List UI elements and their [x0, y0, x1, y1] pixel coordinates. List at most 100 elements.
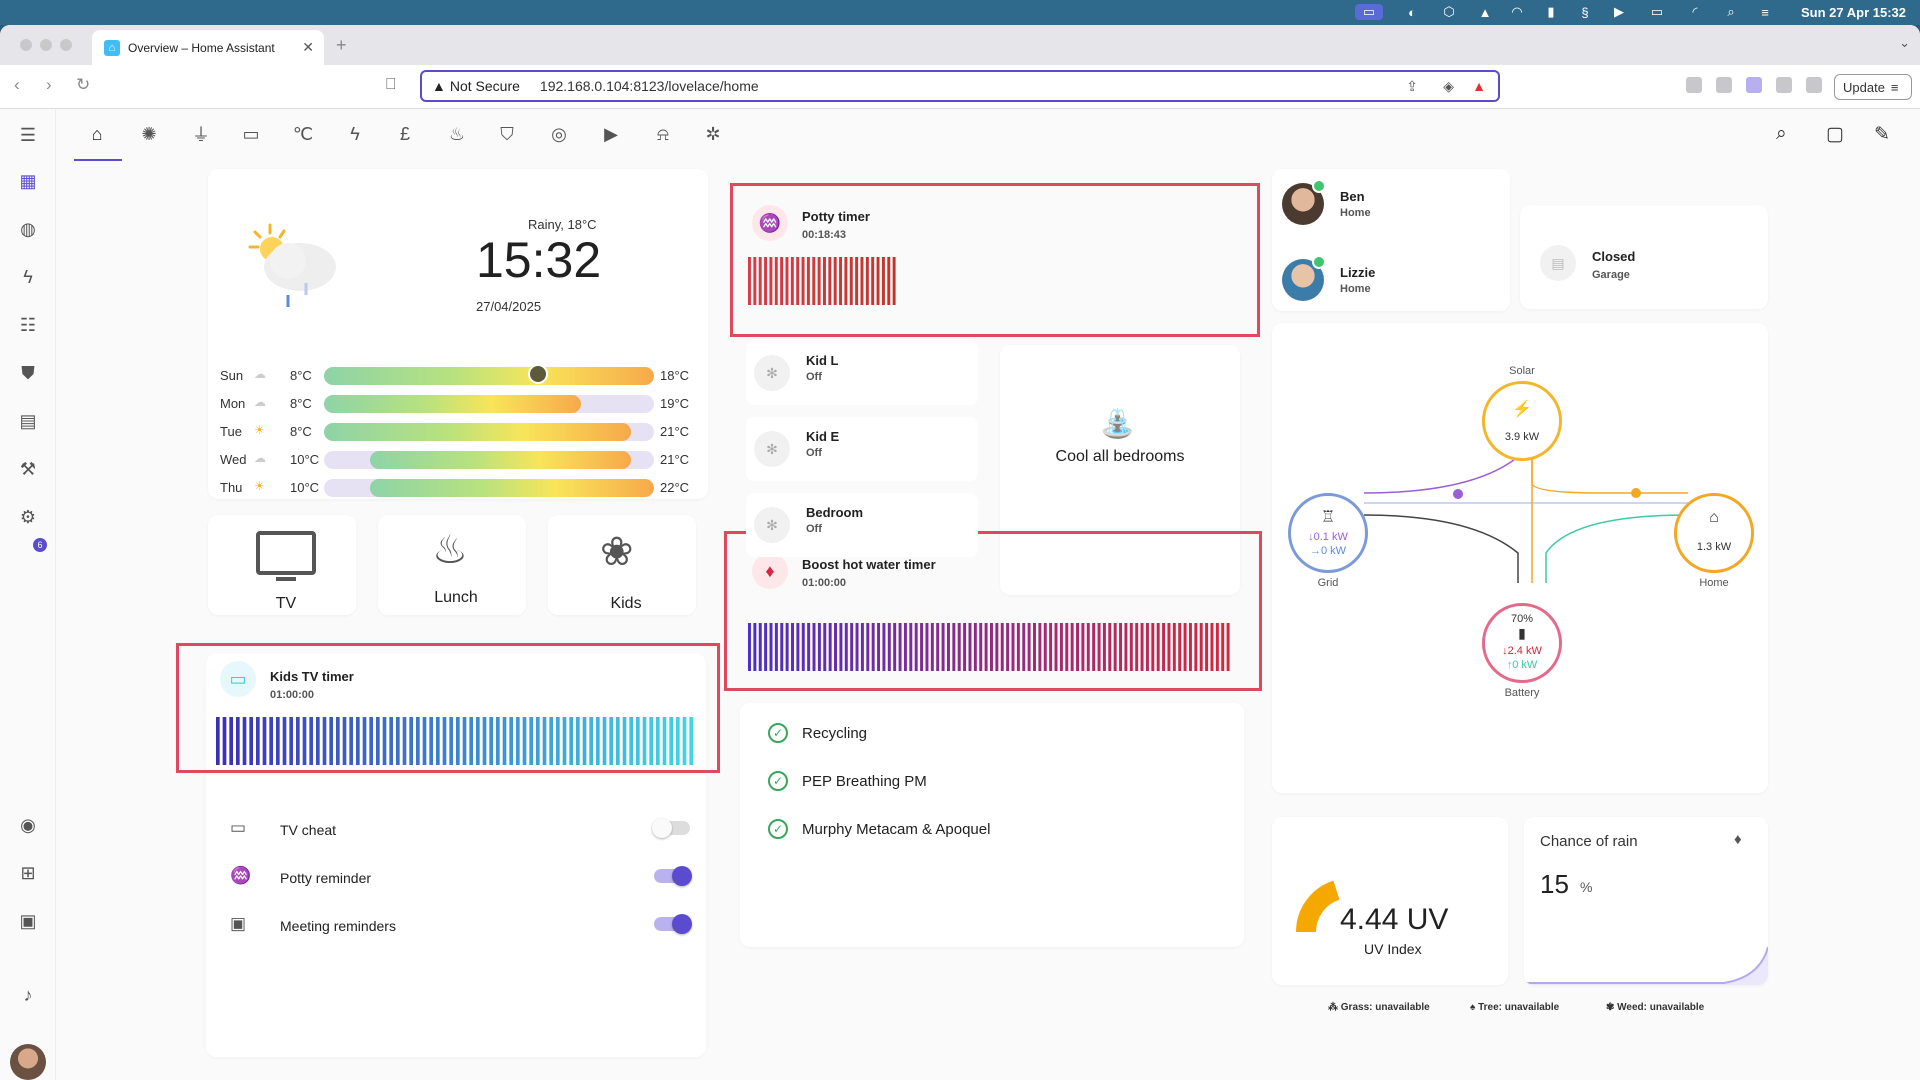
cool-all-bedrooms-card[interactable]: [1000, 345, 1240, 595]
timer-bar-stripe: [785, 257, 789, 305]
toggle-row[interactable]: ▭ TV cheat: [230, 817, 690, 843]
toggle-switch[interactable]: [654, 866, 692, 886]
battery-icon[interactable]: ▭: [1650, 4, 1664, 19]
menubar-app-icon[interactable]: ◐: [1408, 4, 1416, 20]
view-video-icon[interactable]: ▶: [604, 123, 618, 144]
new-tab-button[interactable]: +: [336, 35, 347, 55]
assist-chat-icon[interactable]: ▢: [1826, 124, 1844, 145]
menubar-play-icon[interactable]: ▶: [1614, 4, 1624, 19]
share-icon[interactable]: ⇪: [1406, 78, 1418, 94]
menubar-headphones-icon[interactable]: ◠: [1511, 4, 1523, 19]
forecast-low: 8°C: [290, 368, 312, 383]
grass-icon: ⁂: [1328, 1002, 1341, 1013]
view-temperature-icon[interactable]: ℃: [292, 123, 314, 144]
sidebar-toggle-icon[interactable]: [1806, 77, 1822, 93]
person-badge[interactable]: Lizzie Home: [1282, 253, 1502, 313]
timer-bar-stripe: [1006, 623, 1010, 671]
timer-bar-stripe: [349, 717, 353, 765]
sidebar-security-icon[interactable]: ⛊: [21, 362, 35, 383]
back-button[interactable]: ‹: [14, 75, 20, 94]
kids-tile[interactable]: [548, 515, 696, 615]
toggle-switch[interactable]: [654, 914, 692, 934]
menubar-usb-icon[interactable]: ▮: [1547, 4, 1555, 19]
check-circle-icon[interactable]: ✓: [768, 771, 788, 791]
lunch-tile[interactable]: [378, 515, 526, 615]
zoom-window-button[interactable]: [60, 39, 72, 51]
forward-button[interactable]: ›: [46, 75, 52, 94]
sidebar-media-icon[interactable]: ▣: [19, 910, 37, 931]
menubar-cube-icon[interactable]: ⬡: [1443, 4, 1455, 19]
climate-entity-row[interactable]: ✻ Kid L Off: [746, 341, 978, 405]
view-security-icon[interactable]: ⛉: [500, 123, 514, 144]
close-window-button[interactable]: [20, 39, 32, 51]
chance-of-rain-card[interactable]: [1524, 817, 1768, 985]
toggle-row[interactable]: ♒ Potty reminder: [230, 865, 692, 891]
update-button[interactable]: Update ≡: [1834, 74, 1912, 100]
battery-node[interactable]: [1482, 603, 1562, 683]
solar-node[interactable]: [1482, 381, 1562, 461]
close-tab-icon[interactable]: ✕: [302, 39, 314, 55]
menubar-clock[interactable]: Sun 27 Apr 15:32: [1800, 5, 1906, 20]
view-monitor-icon[interactable]: ▭: [242, 123, 260, 144]
sidebar-menu-icon[interactable]: ☰: [19, 124, 37, 145]
control-center-icon[interactable]: ≡: [1761, 4, 1769, 20]
weather-card[interactable]: Rainy, 18°C 15:32 27/04/2025: [208, 169, 708, 499]
view-webcam-icon[interactable]: ◎: [551, 123, 567, 144]
sidebar-chart-icon[interactable]: ⊞: [20, 862, 36, 883]
spotlight-search-icon[interactable]: ⌕: [1727, 4, 1735, 19]
sidebar-developer-tools-icon[interactable]: ⚒: [19, 458, 37, 479]
home-node[interactable]: [1674, 493, 1754, 573]
sidebar-robot-icon[interactable]: ◍: [20, 218, 36, 239]
view-lights-icon[interactable]: ✺: [141, 123, 157, 144]
extension3-icon[interactable]: [1746, 77, 1762, 93]
toggle-row[interactable]: ▣ Meeting reminders: [230, 913, 692, 939]
person-badge[interactable]: Ben Home: [1282, 177, 1502, 237]
reload-button[interactable]: ↻: [76, 75, 91, 94]
climate-entity-row[interactable]: ✻ Bedroom Off: [746, 493, 978, 557]
sidebar-hacs-icon[interactable]: ▤: [19, 410, 37, 431]
check-circle-icon[interactable]: ✓: [768, 819, 788, 839]
bookmark-icon[interactable]: ⎕: [386, 76, 396, 93]
sidebar-camera-icon[interactable]: ◉: [20, 814, 36, 835]
screen-share-icon[interactable]: ▭: [1355, 4, 1383, 20]
view-water-icon[interactable]: ♨: [448, 123, 466, 144]
extension2-icon[interactable]: [1716, 77, 1732, 93]
check-circle-icon[interactable]: ✓: [768, 723, 788, 743]
timer-bar-stripe: [1215, 623, 1219, 671]
menubar-app2-icon[interactable]: ▲: [1478, 4, 1492, 20]
view-power-icon[interactable]: ϟ: [350, 123, 360, 144]
user-avatar[interactable]: [10, 1044, 46, 1080]
timer-bar-stripe: [893, 623, 897, 671]
tab-list-chevron-icon[interactable]: ⌄: [1899, 35, 1910, 50]
weather-condition: Rainy, 18°C: [528, 217, 597, 232]
edit-dashboard-icon[interactable]: ✎: [1874, 124, 1890, 145]
brave-shield-icon[interactable]: ◈: [1443, 78, 1454, 94]
timer-bar-stripe: [689, 717, 693, 765]
menubar-app3-icon[interactable]: §: [1581, 4, 1589, 20]
toggle-switch[interactable]: [652, 818, 690, 838]
toggle-row-icon: ▣: [230, 914, 247, 933]
climate-entity-row[interactable]: ✻ Kid E Off: [746, 417, 978, 481]
security-indicator[interactable]: ▲ Not Secure: [432, 78, 520, 94]
wifi-icon[interactable]: ◜: [1692, 4, 1698, 19]
sidebar-notifications-bell-icon[interactable]: ♪: [23, 984, 33, 1005]
sidebar-settings-icon[interactable]: ⚙: [19, 506, 37, 527]
extensions-puzzle-icon[interactable]: [1776, 77, 1792, 93]
grid-node[interactable]: [1288, 493, 1368, 573]
view-cost-icon[interactable]: £: [399, 123, 410, 144]
timer-bar-stripe: [748, 257, 751, 305]
extension-icon[interactable]: [1686, 77, 1702, 93]
sidebar-todo-icon[interactable]: ☷: [19, 314, 37, 335]
rewards-icon[interactable]: ▲: [1472, 78, 1486, 94]
sidebar-overview-icon[interactable]: ▦: [19, 170, 37, 191]
sidebar-energy-icon[interactable]: ϟ: [23, 266, 33, 287]
view-home-icon[interactable]: ⌂: [91, 123, 103, 144]
forecast-low: 8°C: [290, 396, 312, 411]
browser-tab[interactable]: ⌂ Overview – Home Assistant ✕: [92, 30, 324, 65]
view-alarm-icon[interactable]: ⍾: [657, 123, 669, 144]
address-bar[interactable]: ▲ Not Secure 192.168.0.104:8123/lovelace/…: [420, 70, 1500, 102]
search-icon[interactable]: ⌕: [1776, 123, 1787, 144]
view-bug-icon[interactable]: ✲: [705, 123, 721, 144]
view-plug-icon[interactable]: ⏚: [192, 125, 210, 145]
minimize-window-button[interactable]: [40, 39, 52, 51]
